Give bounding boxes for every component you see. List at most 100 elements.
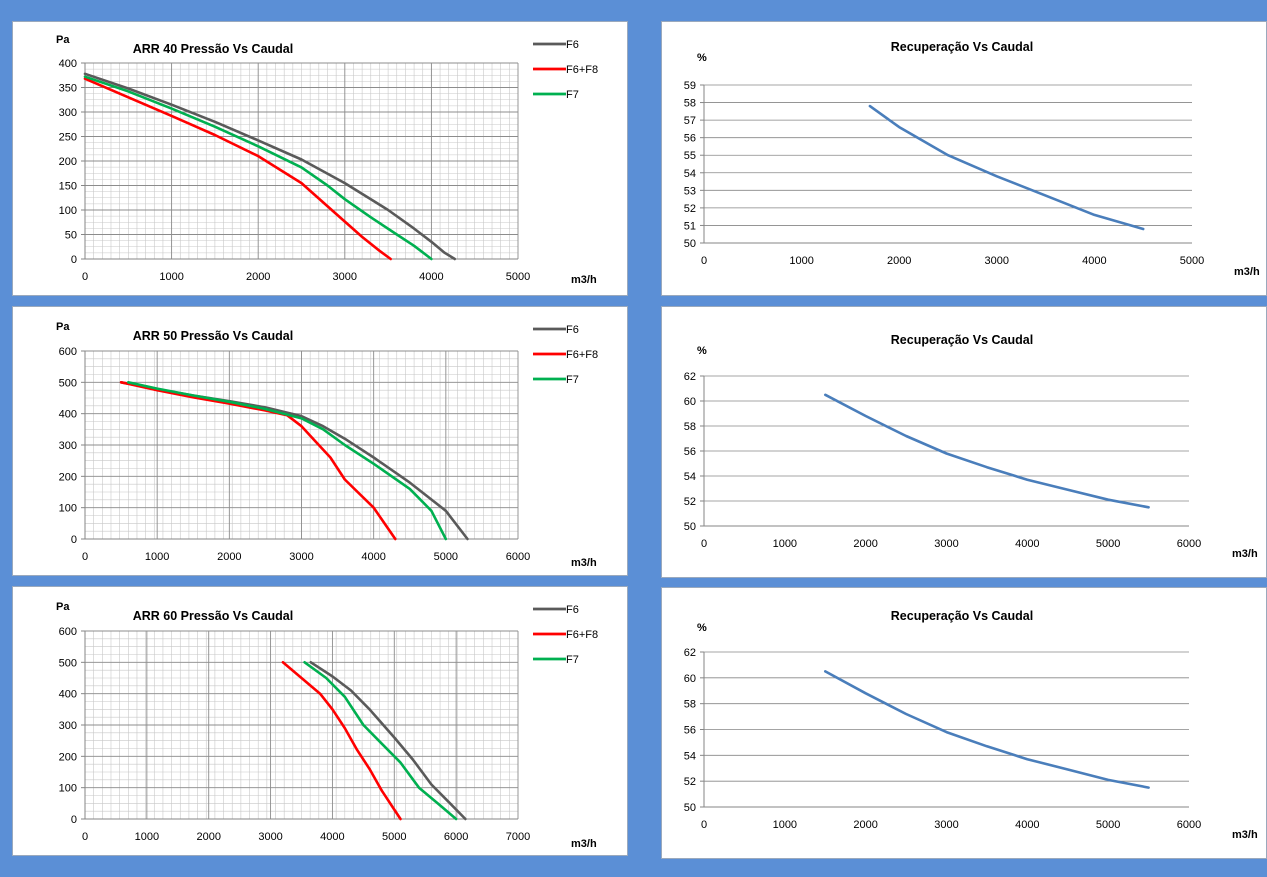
x-tick-label: 1000 (773, 819, 797, 831)
x-tick-label: 6000 (506, 551, 530, 563)
chart-panel-arr60-recovery: 50 52 54 56 58 60 62 0 1000 2000 3000 4000 5000 6000 R… (661, 587, 1267, 859)
x-tick-label: 5000 (382, 831, 406, 843)
y-tick-label: 56 (684, 133, 696, 145)
y-tick-label: 62 (684, 371, 696, 383)
y-tick-label: 58 (684, 98, 696, 110)
legend-label-f7: F7 (566, 89, 579, 101)
chart-title: Recuperação Vs Caudal (891, 40, 1033, 54)
y-tick-label: 300 (59, 107, 77, 119)
x-axis-label: m3/h (571, 274, 597, 286)
y-tick-label: 62 (684, 647, 696, 659)
x-tick-label: 2000 (196, 831, 220, 843)
x-tick-label: 4000 (419, 271, 443, 283)
x-tick-label: 0 (82, 831, 88, 843)
y-tick-label: 250 (59, 132, 77, 144)
y-tick-label: 58 (684, 699, 696, 711)
y-axis-label: Pa (56, 34, 70, 46)
y-tick-label: 52 (684, 203, 696, 215)
x-tick-label: 4000 (320, 831, 344, 843)
y-tick-label: 53 (684, 185, 696, 197)
series-line-f7 (127, 381, 448, 541)
y-axis-label: % (697, 345, 707, 357)
x-tick-label: 3000 (289, 551, 313, 563)
x-tick-label: 6000 (444, 831, 468, 843)
legend-label-f6-f8: F6+F8 (566, 629, 598, 641)
x-tick-label: 1000 (773, 538, 797, 550)
y-tick-label: 54 (684, 471, 696, 483)
arr50-recovery-chart: 50 52 54 56 58 60 62 0 1000 2000 3000 4000 5000 6000 R… (684, 333, 1258, 560)
y-tick-label: 400 (59, 409, 77, 421)
y-tick-label: 500 (59, 377, 77, 389)
chart-title: Recuperação Vs Caudal (891, 609, 1033, 623)
y-tick-label: 0 (71, 254, 77, 266)
y-axis-label: Pa (56, 321, 70, 333)
x-tick-label: 5000 (1096, 538, 1120, 550)
y-tick-label: 50 (65, 230, 77, 242)
x-tick-label: 7000 (506, 831, 530, 843)
x-tick-label: 5000 (434, 551, 458, 563)
y-tick-label: 300 (59, 440, 77, 452)
grid (704, 375, 1189, 527)
y-tick-label: 400 (59, 58, 77, 70)
y-tick-label: 51 (684, 220, 696, 232)
y-tick-label: 500 (59, 657, 77, 669)
grid (84, 630, 519, 820)
chart-panel-arr50-pressure: 0 100 200 300 400 500 600 0 1000 2000 3000 4000 5000… (12, 306, 628, 576)
x-tick-label: 1000 (135, 831, 159, 843)
y-tick-label: 150 (59, 181, 77, 193)
series-line-f6 (309, 661, 467, 821)
x-tick-label: 2000 (887, 255, 911, 267)
y-tick-label: 59 (684, 80, 696, 92)
x-tick-label: 2000 (853, 819, 877, 831)
chart-title: ARR 50 Pressão Vs Caudal (133, 329, 294, 343)
y-tick-label: 200 (59, 751, 77, 763)
series-line-curve-1 (824, 393, 1150, 509)
chart-panel-arr40-pressure: 0 50 100 150 200 250 300 350 400 0 1000 2000 3000 400… (12, 21, 628, 296)
x-tick-label: 1000 (159, 271, 183, 283)
chart-title: ARR 60 Pressão Vs Caudal (133, 609, 294, 623)
x-axis-label: m3/h (1232, 548, 1258, 560)
y-tick-label: 600 (59, 626, 77, 638)
legend: F6 F6+F8 F7 (533, 39, 598, 101)
y-tick-label: 56 (684, 446, 696, 458)
x-tick-label: 6000 (1177, 819, 1201, 831)
y-tick-label: 100 (59, 205, 77, 217)
x-tick-label: 0 (701, 255, 707, 267)
y-axis-label: Pa (56, 601, 70, 613)
y-tick-label: 100 (59, 783, 77, 795)
x-tick-label: 5000 (1180, 255, 1204, 267)
chart-title: ARR 40 Pressão Vs Caudal (133, 42, 294, 56)
y-tick-label: 54 (684, 168, 696, 180)
legend-label-f7: F7 (566, 374, 579, 386)
x-tick-label: 3000 (258, 831, 282, 843)
series-line-f6 (83, 72, 457, 261)
grid (704, 651, 1189, 808)
chart-title: Recuperação Vs Caudal (891, 333, 1033, 347)
x-tick-label: 2000 (853, 538, 877, 550)
x-tick-label: 4000 (361, 551, 385, 563)
legend: F6 F6+F8 F7 (533, 324, 598, 386)
x-tick-label: 0 (701, 538, 707, 550)
x-axis-label: m3/h (1234, 266, 1260, 278)
y-tick-label: 52 (684, 776, 696, 788)
y-tick-label: 52 (684, 496, 696, 508)
arr60-recovery-chart: 50 52 54 56 58 60 62 0 1000 2000 3000 4000 5000 6000 R… (684, 609, 1258, 841)
y-tick-label: 50 (684, 238, 696, 250)
x-tick-label: 0 (82, 271, 88, 283)
series-line-f6-f8 (83, 77, 393, 261)
grid (704, 84, 1192, 244)
x-tick-label: 5000 (506, 271, 530, 283)
x-tick-label: 4000 (1082, 255, 1106, 267)
y-tick-label: 0 (71, 534, 77, 546)
y-tick-label: 200 (59, 471, 77, 483)
y-tick-label: 54 (684, 750, 696, 762)
x-tick-label: 2000 (217, 551, 241, 563)
series-line-f7 (83, 75, 433, 261)
legend-label-f6: F6 (566, 604, 579, 616)
series-line-f7 (303, 661, 458, 821)
series-line-curve-1 (824, 670, 1150, 789)
grid (84, 350, 519, 540)
x-axis-label: m3/h (571, 557, 597, 569)
